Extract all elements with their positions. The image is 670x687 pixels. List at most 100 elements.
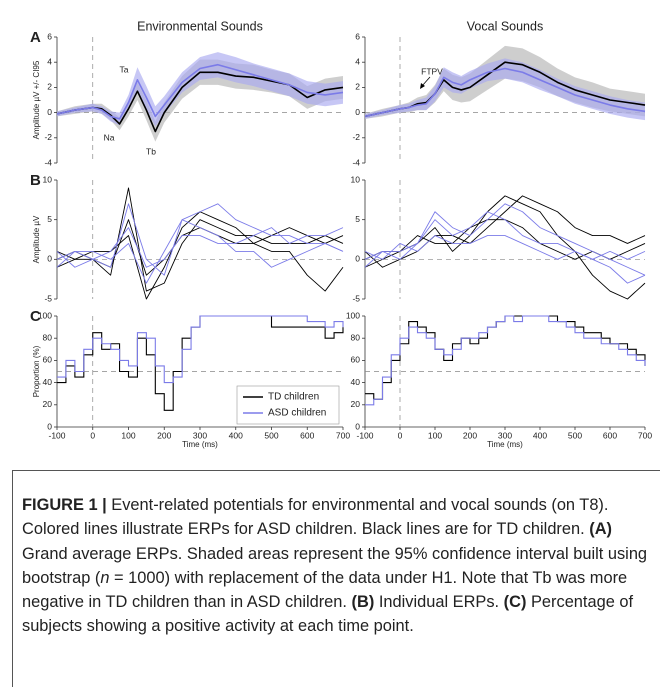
x-tick-label: 700 xyxy=(638,430,652,440)
y-tick-label: 100 xyxy=(346,310,360,320)
series-line xyxy=(56,203,344,276)
series-line xyxy=(56,187,344,292)
caption-text: Grand average ERPs. Shaded areas represe… xyxy=(22,544,648,587)
y-tick-label: 40 xyxy=(43,377,53,387)
y-tick-label: 0 xyxy=(47,254,52,264)
series-line xyxy=(364,211,646,268)
x-tick-label: 100 xyxy=(428,430,442,440)
y-tick-label: 2 xyxy=(355,82,360,92)
panel-label: C xyxy=(30,308,41,325)
series-line xyxy=(364,203,646,276)
ci-band xyxy=(365,58,645,121)
y-tick-label: 20 xyxy=(43,399,53,409)
annotation: Tb xyxy=(146,146,156,156)
x-axis-label: Time (ms) xyxy=(182,440,218,449)
y-tick-label: -4 xyxy=(44,157,52,167)
caption-text: (B) xyxy=(351,593,375,612)
y-tick-label: 5 xyxy=(355,214,360,224)
x-tick-label: 300 xyxy=(498,430,512,440)
y-tick-label: 80 xyxy=(351,332,361,342)
y-tick-label: 0 xyxy=(355,107,360,117)
y-axis-label: Amplitude µV +/- CI95 xyxy=(32,60,41,139)
arrow-head xyxy=(420,83,425,89)
series-line xyxy=(364,219,646,268)
x-tick-label: -100 xyxy=(356,430,373,440)
series-line xyxy=(57,315,344,411)
series-line xyxy=(56,219,344,284)
x-tick-label: 600 xyxy=(300,430,314,440)
series-line xyxy=(365,315,646,406)
panel-label: B xyxy=(30,172,41,189)
caption-rule xyxy=(12,470,660,471)
panel-label: A xyxy=(30,29,41,46)
panel-title: Vocal Sounds xyxy=(467,19,543,33)
caption-text: (C) xyxy=(503,593,527,612)
legend-label: TD children xyxy=(268,392,319,403)
y-tick-label: 0 xyxy=(47,421,52,431)
x-tick-label: 200 xyxy=(157,430,171,440)
y-tick-label: 80 xyxy=(43,332,53,342)
x-tick-label: 100 xyxy=(121,430,135,440)
series-line xyxy=(56,227,344,268)
y-tick-label: 40 xyxy=(351,377,361,387)
x-tick-label: 0 xyxy=(90,430,95,440)
x-tick-label: 200 xyxy=(463,430,477,440)
series-line xyxy=(56,219,344,292)
series-line xyxy=(56,63,344,120)
caption-text: = 1000) with replacement of the data und… xyxy=(22,568,628,612)
series-line xyxy=(365,315,646,400)
y-axis-label: Amplitude µV xyxy=(32,215,41,263)
annotation-arrow xyxy=(421,76,431,87)
x-tick-label: 500 xyxy=(264,430,278,440)
caption-text: FIGURE 1 | xyxy=(22,496,107,514)
y-tick-label: -2 xyxy=(352,132,360,142)
y-tick-label: 2 xyxy=(47,82,52,92)
legend-label: ASD children xyxy=(268,408,326,419)
x-tick-label: 500 xyxy=(568,430,582,440)
series-line xyxy=(364,67,646,118)
y-tick-label: -2 xyxy=(44,132,52,142)
caption-text: Individual ERPs. xyxy=(374,593,504,612)
y-tick-label: 20 xyxy=(351,399,361,409)
y-tick-label: 0 xyxy=(47,107,52,117)
x-tick-label: 400 xyxy=(533,430,547,440)
x-tick-label: 600 xyxy=(603,430,617,440)
caption-text: Event-related potentials for environment… xyxy=(22,496,609,539)
x-tick-label: -100 xyxy=(48,430,65,440)
figure: Environmental Sounds A Amplitude µV +/- CI… xyxy=(30,19,652,449)
x-axis-label: Time (ms) xyxy=(487,440,523,449)
y-tick-label: 60 xyxy=(43,355,53,365)
x-tick-label: 400 xyxy=(229,430,243,440)
y-tick-label: 5 xyxy=(47,214,52,224)
caption-text: n xyxy=(100,568,110,587)
y-tick-label: -5 xyxy=(352,293,360,303)
caption: FIGURE 1 | Event-related potentials for … xyxy=(22,493,652,639)
series-line xyxy=(364,195,646,268)
caption-text: (A) xyxy=(589,520,612,539)
y-tick-label: 100 xyxy=(38,310,52,320)
series-line xyxy=(57,315,344,384)
series-line xyxy=(56,211,344,300)
y-tick-label: 4 xyxy=(355,56,360,66)
y-tick-label: 6 xyxy=(355,31,360,41)
y-tick-label: 60 xyxy=(351,355,361,365)
y-axis-label: Proportion (%) xyxy=(32,345,41,397)
y-tick-label: 4 xyxy=(47,56,52,66)
y-tick-label: -4 xyxy=(352,157,360,167)
x-tick-label: 0 xyxy=(398,430,403,440)
caption-border xyxy=(12,470,13,687)
y-tick-label: 10 xyxy=(351,174,361,184)
annotation: Na xyxy=(104,132,115,142)
y-tick-label: -5 xyxy=(44,293,52,303)
x-tick-label: 300 xyxy=(193,430,207,440)
caption-text: Percentage of subjects showing a positiv… xyxy=(22,593,634,636)
x-tick-label: 700 xyxy=(336,430,350,440)
y-tick-label: 0 xyxy=(355,421,360,431)
annotation: Ta xyxy=(120,64,129,74)
y-tick-label: 10 xyxy=(43,174,53,184)
legend-box xyxy=(236,385,340,425)
y-tick-label: 6 xyxy=(47,31,52,41)
y-tick-label: 0 xyxy=(355,254,360,264)
panel-title: Environmental Sounds xyxy=(137,19,263,33)
